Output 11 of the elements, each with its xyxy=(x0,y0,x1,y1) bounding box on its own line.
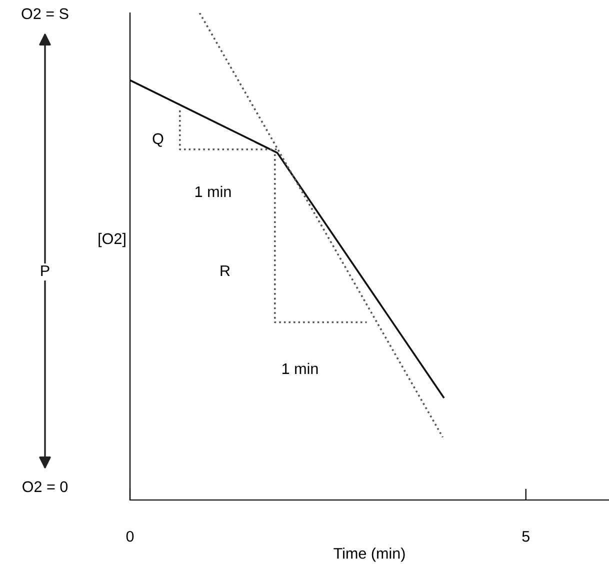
annotation: Q xyxy=(152,133,164,147)
x-axis-title: Time (min) xyxy=(334,548,405,562)
text: O2 = 0 xyxy=(22,481,68,492)
y-axis-title: [O2] xyxy=(98,232,126,248)
text: P xyxy=(41,265,50,276)
annotation: R xyxy=(220,265,230,276)
x-tick-label: 0 xyxy=(126,530,134,542)
annotation: 1 min xyxy=(282,362,318,374)
x-tick-label: 5 xyxy=(522,531,530,542)
text: O2 = S xyxy=(22,8,68,20)
annotation: 1 min xyxy=(195,186,231,197)
